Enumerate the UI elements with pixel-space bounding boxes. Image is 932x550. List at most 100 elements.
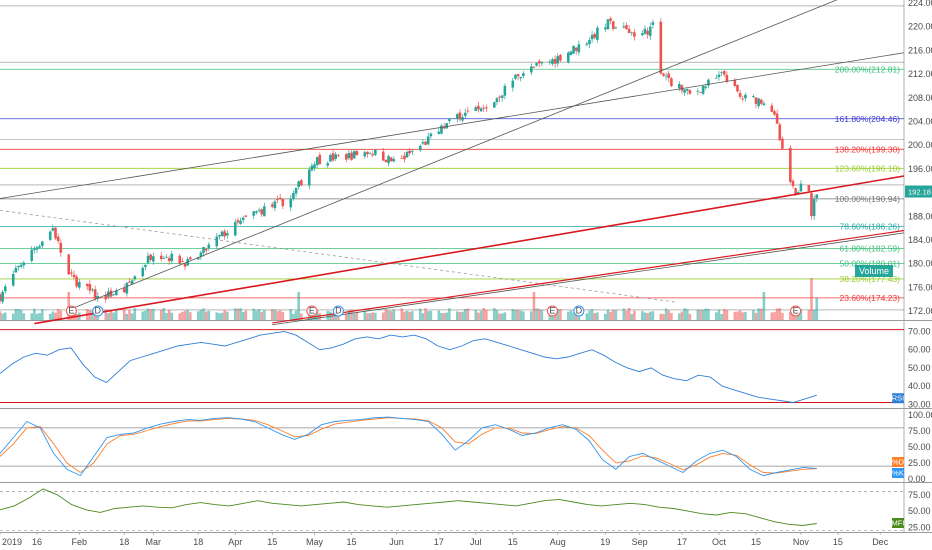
volume-bar (294, 310, 298, 320)
volume-bar (344, 313, 348, 320)
candle-body (577, 44, 581, 53)
mfi-tick-label: 50.00 (908, 506, 931, 516)
volume-bar (572, 312, 575, 320)
candle-body (347, 153, 351, 159)
volume-bar (611, 309, 615, 320)
volume-bar (680, 311, 684, 320)
x-tick-label: Jul (470, 537, 482, 547)
candle-body (263, 206, 266, 217)
candle-body (67, 254, 71, 275)
candle-body (408, 150, 412, 154)
volume-bar (315, 310, 319, 320)
volume-bar (440, 313, 443, 320)
rsi-tick-label: 70.00 (908, 326, 931, 336)
volume-bar (40, 309, 44, 320)
mfi-tick-label: 25.00 (908, 522, 931, 532)
volume-bar (125, 313, 129, 320)
volume-bar (622, 308, 626, 320)
volume-bar (627, 308, 631, 320)
volume-bar (276, 311, 279, 320)
candle-body (178, 255, 182, 264)
volume-bar (604, 313, 607, 320)
candle-body (226, 233, 229, 236)
volume-bar (421, 313, 425, 320)
x-tick-label: 16 (32, 537, 42, 547)
fib-level-label: 78.60%(186.26) (840, 222, 901, 232)
candle-body (183, 263, 187, 267)
candle-body (736, 84, 739, 92)
candle-body (72, 274, 76, 278)
volume-bar (366, 313, 369, 320)
candle-body (625, 25, 628, 30)
candle-body (278, 197, 282, 199)
fib-level-label: 161.80%(204.46) (835, 114, 900, 124)
price-tick-label: 172.00 (908, 306, 932, 316)
trendline (68, 0, 838, 311)
candle-body (112, 294, 115, 296)
candle-body (738, 92, 742, 97)
stoch-tick-label: 75.00 (908, 426, 931, 436)
candle-body (530, 66, 533, 73)
volume-bar (588, 310, 591, 320)
candle-body (368, 152, 372, 154)
candle-body (411, 150, 414, 152)
mfi-badge (892, 518, 904, 528)
volume-bar (556, 308, 560, 320)
candle-body (207, 244, 211, 249)
fib-level-label: 100.00%(190.94) (835, 194, 900, 204)
candle-body (204, 248, 208, 251)
volume-bar (207, 310, 211, 320)
volume-bar (625, 310, 628, 320)
candle-body (329, 154, 332, 162)
candle-body (614, 27, 618, 29)
volume-bar (281, 311, 285, 320)
candle-body (363, 152, 367, 157)
volume-bar (651, 311, 655, 320)
candle-body (659, 21, 663, 74)
candle-body (241, 217, 245, 221)
volume-bar (590, 309, 594, 320)
volume-bar (757, 308, 760, 320)
candle-body (537, 61, 541, 64)
mfi-line (0, 488, 817, 526)
candle-body (85, 283, 89, 287)
fib-level-label: 50.00%(180.01) (840, 259, 901, 269)
volume-bar (252, 308, 256, 320)
volume-bar (146, 308, 150, 320)
candle-body (789, 147, 792, 182)
volume-bar (707, 308, 710, 320)
volume-bar (810, 278, 813, 320)
rsi-badge-label: RSI (892, 394, 905, 403)
volume-bar (744, 311, 747, 320)
volume-label: Volume (855, 265, 894, 277)
stoch-k-badge (892, 468, 904, 478)
x-tick-label: 17 (434, 537, 444, 547)
stoch-tick-label: 100.00 (908, 410, 932, 420)
volume-bar (426, 311, 430, 320)
candle-body (437, 131, 441, 134)
candle-body (165, 256, 168, 258)
candle-body (149, 254, 152, 260)
x-tick-label: 18 (119, 537, 129, 547)
x-tick-label: 15 (751, 537, 761, 547)
candle-body (381, 151, 385, 161)
volume-bar (326, 310, 330, 320)
x-tick-label: Jun (389, 537, 404, 547)
candle-body (48, 231, 52, 240)
candle-body (461, 117, 464, 121)
volume-bar (204, 311, 208, 320)
volume-bar (567, 311, 570, 320)
candle-body (70, 272, 73, 274)
candle-body (273, 201, 277, 209)
candle-body (115, 290, 118, 296)
volume-bar (141, 311, 145, 320)
candle-body (167, 258, 171, 262)
volume-bar (614, 310, 618, 320)
event-marker (92, 305, 104, 317)
candle-body (297, 181, 300, 188)
candle-body (387, 156, 390, 164)
candle-body (810, 193, 813, 217)
volume-bar (812, 309, 816, 320)
volume-bar (752, 310, 755, 320)
